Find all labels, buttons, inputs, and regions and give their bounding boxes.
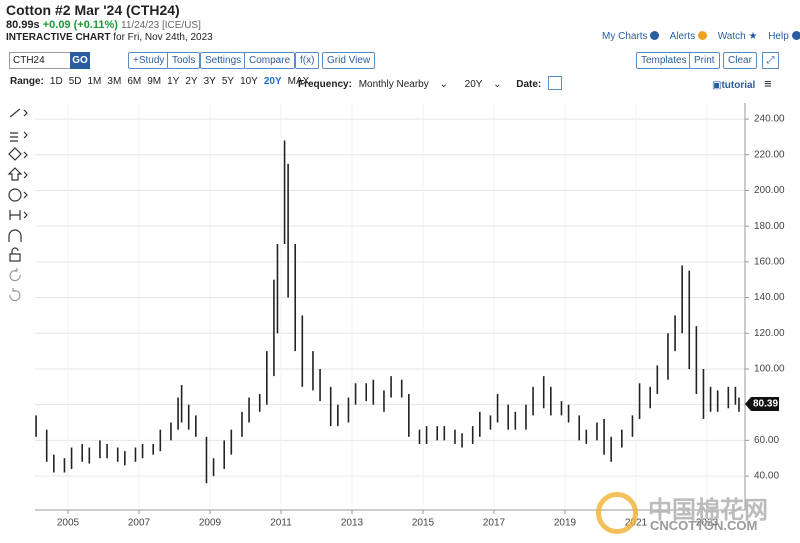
- icon: [650, 31, 660, 40]
- tool-text[interactable]: [8, 188, 22, 202]
- price: 80.99s: [6, 19, 40, 31]
- range-bar: Range: 1D 5D 1M 3M 6M 9M 1Y 2Y 3Y 5Y 10Y 20Y MAX: [10, 76, 315, 87]
- tool-line[interactable]: [9, 108, 28, 118]
- toolbar-button[interactable]: Tools: [167, 52, 201, 69]
- link[interactable]: Alerts: [669, 31, 696, 42]
- change: +0.09 (+0.11%): [42, 19, 118, 31]
- drawing-tools: [7, 108, 28, 302]
- toolbar-button[interactable]: Grid View: [322, 52, 376, 69]
- go-button[interactable]: GO: [70, 52, 90, 69]
- y-tick-label: 200.00: [754, 185, 785, 196]
- toolbar-button[interactable]: f(x): [295, 52, 320, 69]
- tool-undo[interactable]: [9, 268, 21, 282]
- y-tick-label: 40.00: [754, 471, 779, 482]
- range-option[interactable]: 9M: [147, 76, 162, 87]
- range-label: Range:: [10, 76, 44, 87]
- link[interactable]: My Charts: [602, 31, 648, 42]
- range-option[interactable]: 5D: [68, 76, 82, 87]
- x-tick-label: 2007: [128, 518, 151, 529]
- x-tick-label: 2021: [625, 518, 648, 529]
- tool-lock[interactable]: [9, 253, 21, 262]
- tutorial-link[interactable]: tutorial: [721, 80, 756, 91]
- x-tick-label: 2015: [412, 518, 435, 529]
- x-tick-label: 2017: [483, 518, 506, 529]
- date-picker[interactable]: [548, 76, 563, 90]
- icon: [791, 31, 800, 40]
- x-tick-label: 2023: [696, 518, 719, 529]
- range-option[interactable]: 1D: [49, 76, 63, 87]
- tool-fib[interactable]: [10, 131, 28, 142]
- range-option[interactable]: 3M: [107, 76, 122, 87]
- range-option[interactable]: 20Y: [263, 76, 282, 87]
- last-price-marker: [745, 396, 779, 411]
- tool-arrow[interactable]: [7, 167, 28, 181]
- toolbar-button[interactable]: Settings: [200, 52, 247, 69]
- x-tick-label: 2009: [199, 518, 222, 529]
- tool-measure[interactable]: [9, 191, 28, 220]
- toolbar-button[interactable]: Clear: [723, 52, 757, 69]
- y-tick-label: 100.00: [754, 364, 785, 375]
- ranges: 1D 5D 1M 3M 6M 9M 1Y 2Y 3Y 5Y 10Y 20Y MAX: [50, 76, 315, 87]
- link[interactable]: Watch: [717, 31, 746, 42]
- tool-magnet[interactable]: [8, 229, 22, 242]
- x-tick-label: 2019: [554, 518, 577, 529]
- y-tick-label: 120.00: [754, 328, 785, 339]
- watermark-cn: 中国棉花网: [648, 497, 768, 524]
- frequency-label: Frequency:: [298, 79, 352, 90]
- range-option[interactable]: 10Y: [240, 76, 258, 87]
- date-label: Date:: [516, 79, 542, 90]
- last-price-label: 80.39: [753, 399, 778, 410]
- toolbar-button[interactable]: Print: [689, 52, 720, 69]
- frequency-select[interactable]: Monthly Nearby: [358, 79, 429, 90]
- y-tick-label: 60.00: [754, 435, 779, 446]
- watermark-logo: [596, 492, 638, 534]
- toolbar-button[interactable]: Compare: [244, 52, 296, 69]
- y-tick-label: 140.00: [754, 292, 785, 303]
- title: Cotton #2 Mar '24 (CTH24): [6, 2, 180, 18]
- x-tick-label: 2013: [341, 518, 364, 529]
- icon: ★: [748, 31, 758, 42]
- quote: 80.99s +0.09 (+0.11%) 11/24/23 [ICE/US]: [6, 19, 201, 31]
- range-option[interactable]: 3Y: [203, 76, 216, 87]
- range-option[interactable]: 1M: [87, 76, 102, 87]
- tool-redo[interactable]: [9, 288, 21, 302]
- toolbar-button[interactable]: Templates: [636, 52, 692, 69]
- watermark-en: CNCOTTON.COM: [650, 518, 758, 533]
- x-tick-label: 2005: [57, 518, 80, 529]
- y-tick-label: 220.00: [754, 149, 785, 160]
- toolbar-button[interactable]: +Study: [128, 52, 170, 69]
- frequency: Frequency: Monthly Nearby ⌄ 20Y ⌄ Date:: [298, 76, 563, 90]
- y-tick-label: 240.00: [754, 114, 785, 125]
- y-tick-label: 160.00: [754, 257, 785, 268]
- tutorial[interactable]: ▣tutorial ≡: [712, 76, 772, 91]
- chart-date: for Fri, Nov 24th, 2023: [113, 32, 213, 43]
- range-option[interactable]: 6M: [127, 76, 142, 87]
- header-links: My Charts Alerts Watch ★ Help: [602, 31, 800, 42]
- icon: [697, 31, 707, 40]
- range-option[interactable]: 5Y: [221, 76, 235, 87]
- tool-lock-shackle: [11, 247, 19, 254]
- range-option[interactable]: MAX: [287, 76, 310, 87]
- y-tick-label: 180.00: [754, 221, 785, 232]
- stamp: 11/24/23 [ICE/US]: [121, 20, 201, 31]
- chart-caption: INTERACTIVE CHART for Fri, Nov 24th, 202…: [6, 32, 213, 43]
- symbol-input[interactable]: CTH24: [9, 52, 72, 69]
- period-select[interactable]: 20Y: [464, 79, 483, 90]
- range-option[interactable]: 1Y: [167, 76, 180, 87]
- x-tick-label: 2011: [270, 518, 292, 529]
- chart-label: INTERACTIVE CHART: [6, 32, 111, 43]
- link[interactable]: Help: [768, 31, 789, 42]
- tool-shape[interactable]: [8, 147, 28, 161]
- range-option[interactable]: 2Y: [185, 76, 198, 87]
- expand-button[interactable]: ⤢: [762, 52, 779, 69]
